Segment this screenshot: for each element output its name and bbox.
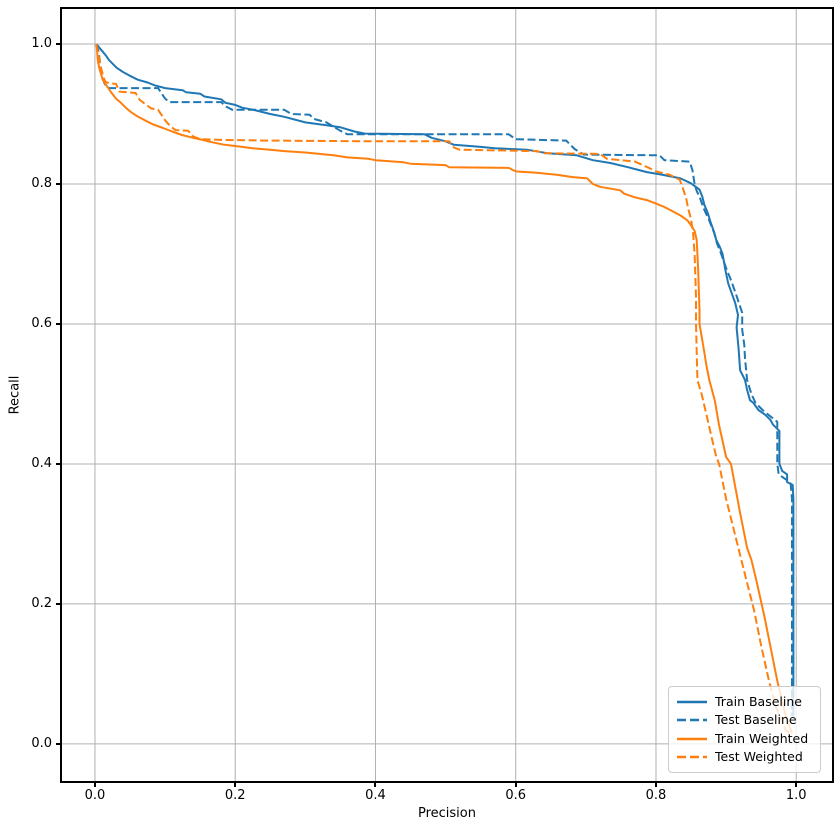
- legend-item: Train Weighted: [677, 730, 812, 747]
- y-tick-label: 0.0: [31, 735, 52, 751]
- legend-label: Train Weighted: [715, 730, 809, 746]
- legend-line-sample: [677, 737, 707, 741]
- legend-label: Test Weighted: [715, 749, 803, 765]
- legend-label: Train Baseline: [715, 693, 802, 709]
- y-tick-label: 0.4: [31, 455, 52, 471]
- y-tick-mark: [56, 42, 60, 45]
- x-tick-mark: [93, 783, 96, 787]
- legend-item: Test Weighted: [677, 749, 812, 766]
- x-tick-mark: [654, 783, 657, 787]
- legend-line-sample: [677, 700, 707, 703]
- curve-train-baseline: [95, 43, 795, 716]
- y-tick-label: 0.8: [31, 175, 52, 191]
- x-tick-label: 0.2: [224, 788, 246, 803]
- x-tick-label: 0.4: [365, 788, 386, 803]
- x-tick-label: 0.8: [645, 788, 667, 803]
- legend: Train Baseline Test Baseline Train Weighte…: [668, 686, 821, 773]
- x-tick-label: 1.0: [785, 788, 807, 803]
- y-tick-mark: [56, 182, 60, 185]
- legend-line-sample: [677, 718, 707, 722]
- y-axis-label: Recall: [7, 375, 23, 415]
- y-tick-mark: [56, 322, 60, 325]
- grid-lines: [62, 9, 832, 781]
- x-tick-mark: [795, 783, 798, 787]
- x-tick-label: 0.6: [505, 788, 527, 803]
- x-axis-label: Precision: [417, 806, 476, 821]
- curves: [95, 43, 795, 737]
- legend-item: Train Baseline: [677, 693, 812, 710]
- y-tick-label: 0.6: [31, 315, 52, 331]
- x-tick-mark: [374, 783, 377, 787]
- curve-train-weighted: [95, 43, 793, 734]
- legend-label: Test Baseline: [715, 712, 797, 728]
- y-tick-mark: [56, 462, 60, 465]
- plot-area: [62, 9, 832, 781]
- y-tick-mark: [56, 742, 60, 745]
- x-tick-label: 0.0: [84, 788, 106, 803]
- y-tick-label: 1.0: [31, 35, 52, 51]
- x-tick-mark: [234, 783, 237, 787]
- x-tick-mark: [514, 783, 517, 787]
- legend-item: Test Baseline: [677, 712, 812, 729]
- y-tick-mark: [56, 602, 60, 605]
- legend-line-sample: [677, 756, 707, 759]
- curve-test-weighted: [95, 43, 793, 737]
- curve-test-baseline: [95, 43, 793, 716]
- y-tick-label: 0.2: [31, 595, 52, 611]
